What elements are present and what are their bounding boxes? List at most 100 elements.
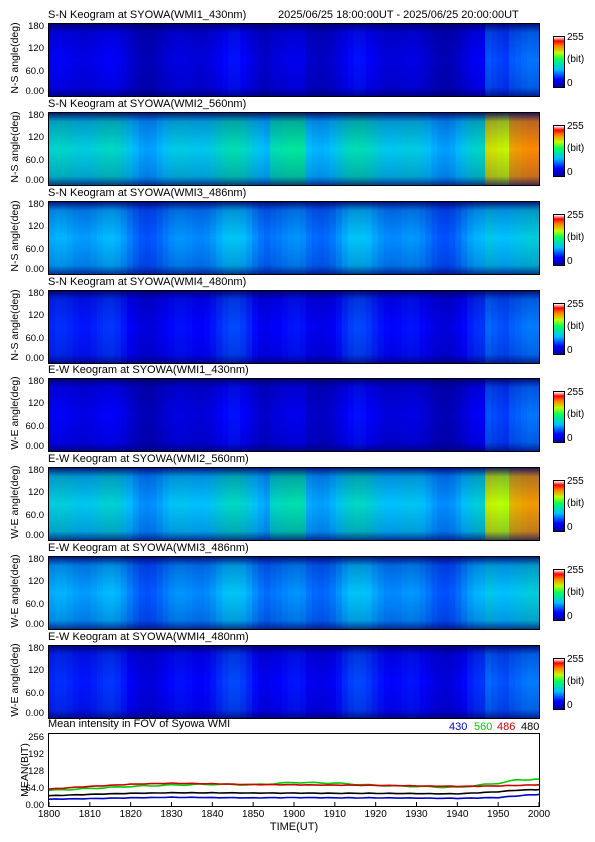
mean-xtick: 1840 — [201, 809, 224, 820]
keogram-ytick: 0.00 — [25, 708, 45, 719]
mean-xtick: 1800 — [37, 809, 61, 820]
keogram-image — [48, 378, 540, 452]
keogram-ytick: 0.00 — [25, 175, 45, 186]
keogram-ytick: 60.0 — [25, 333, 45, 344]
legend-entry: 560 — [474, 721, 493, 733]
mean-ytick: 0.00 — [25, 800, 45, 811]
colorbar — [553, 214, 565, 266]
plot-frame — [48, 733, 540, 807]
colorbar-min-label: 0 — [567, 522, 573, 533]
colorbar-max-label: 255 — [567, 654, 584, 665]
colorbar-unit-label: (bit) — [567, 498, 585, 509]
colorbar-min-label: 0 — [567, 700, 573, 711]
colorbar-unit-label: (bit) — [567, 587, 585, 598]
series-line-560 — [48, 778, 540, 792]
colorbar-unit-label: (bit) — [567, 321, 585, 332]
colorbar-unit-label: (bit) — [567, 232, 585, 243]
keogram-image — [48, 112, 540, 186]
legend-entry: 486 — [497, 721, 516, 733]
colorbar-min-label: 0 — [567, 167, 573, 178]
keogram-title: E-W Keogram at SYOWA(WMI3_486nm) — [48, 542, 249, 554]
mean-chart-title: Mean intensity in FOV of Syowa WMI — [48, 718, 231, 730]
keogram-title: E-W Keogram at SYOWA(WMI1_430nm) — [48, 364, 249, 376]
colorbar — [553, 125, 565, 177]
mean-xtick: 1910 — [323, 809, 346, 820]
keogram-ytick: 180 — [28, 643, 44, 654]
legend-entry: 430 — [449, 721, 468, 733]
keogram-ytick: 180 — [28, 376, 44, 387]
keogram-ytick: 180 — [28, 199, 44, 210]
colorbar-max-label: 255 — [567, 387, 584, 398]
mean-xtick: 1930 — [405, 809, 428, 820]
keogram-ytick: 180 — [28, 110, 44, 121]
keogram-ytick: 180 — [28, 465, 44, 476]
keogram-ytick: 120 — [28, 221, 44, 232]
keogram-title: S-N Keogram at SYOWA(WMI3_486nm) — [48, 187, 247, 199]
keogram-ytick: 60.0 — [25, 155, 45, 166]
keogram-ytick: 180 — [28, 554, 44, 565]
keogram-ytick: 60.0 — [25, 599, 45, 610]
keogram-ytick: 0.00 — [25, 264, 45, 275]
mean-ytick: 256 — [28, 732, 44, 743]
mean-xtick: 1830 — [160, 809, 183, 820]
keogram-image — [48, 645, 540, 719]
keogram-ytick: 120 — [28, 132, 44, 143]
keogram-ytick: 180 — [28, 288, 44, 299]
colorbar-unit-label: (bit) — [567, 676, 585, 687]
mean-ytick: 128 — [28, 766, 44, 777]
mean-xtick: 1820 — [119, 809, 142, 820]
colorbar-unit-label: (bit) — [567, 143, 585, 154]
keogram-ytick: 0.00 — [25, 441, 45, 452]
colorbar-unit-label: (bit) — [567, 409, 585, 420]
keogram-ytick: 120 — [28, 665, 44, 676]
keogram-ytick: 120 — [28, 576, 44, 587]
mean-xtick: 1920 — [364, 809, 387, 820]
mean-xtick: 1810 — [78, 809, 101, 820]
keogram-image — [48, 556, 540, 630]
mean-xtick: 1850 — [242, 809, 265, 820]
keogram-title: S-N Keogram at SYOWA(WMI1_430nm) — [48, 9, 247, 21]
keogram-ytick: 0.00 — [25, 619, 45, 630]
colorbar — [553, 480, 565, 532]
keogram-image — [48, 201, 540, 275]
colorbar-min-label: 0 — [567, 256, 573, 267]
mean-ytick: 64.0 — [25, 783, 45, 794]
mean-xtick: 1940 — [446, 809, 469, 820]
colorbar — [553, 36, 565, 88]
keogram-image — [48, 290, 540, 364]
mean-chart-xlabel: TIME(UT) — [269, 821, 319, 833]
keogram-ytick: 0.00 — [25, 86, 45, 97]
keogram-ytick: 60.0 — [25, 688, 45, 699]
colorbar-max-label: 255 — [567, 210, 584, 221]
colorbar-max-label: 255 — [567, 32, 584, 43]
keogram-ytick: 180 — [28, 21, 44, 32]
colorbar — [553, 391, 565, 443]
colorbar-max-label: 255 — [567, 565, 584, 576]
keogram-image — [48, 467, 540, 541]
keogram-ytick: 0.00 — [25, 530, 45, 541]
colorbar-max-label: 255 — [567, 476, 584, 487]
keogram-ytick: 60.0 — [25, 421, 45, 432]
mean-intensity-chart — [48, 733, 540, 807]
mean-ytick: 192 — [28, 749, 44, 760]
keogram-ytick: 60.0 — [25, 244, 45, 255]
colorbar-unit-label: (bit) — [567, 54, 585, 65]
colorbar-min-label: 0 — [567, 611, 573, 622]
keogram-ytick: 120 — [28, 487, 44, 498]
colorbar-min-label: 0 — [567, 433, 573, 444]
series-line-430 — [48, 793, 540, 801]
colorbar-min-label: 0 — [567, 345, 573, 356]
keogram-title: E-W Keogram at SYOWA(WMI4_480nm) — [48, 631, 249, 643]
colorbar-min-label: 0 — [567, 78, 573, 89]
date-range: 2025/06/25 18:00:00UT - 2025/06/25 20:00… — [278, 9, 519, 21]
keogram-title: S-N Keogram at SYOWA(WMI4_480nm) — [48, 276, 247, 288]
keogram-ytick: 120 — [28, 43, 44, 54]
keogram-ytick: 60.0 — [25, 66, 45, 77]
keogram-ytick: 120 — [28, 310, 44, 321]
keogram-ytick: 120 — [28, 398, 44, 409]
colorbar-max-label: 255 — [567, 121, 584, 132]
keogram-ytick: 0.00 — [25, 353, 45, 364]
keogram-title: E-W Keogram at SYOWA(WMI2_560nm) — [48, 453, 249, 465]
mean-xtick: 2000 — [527, 809, 551, 820]
colorbar — [553, 569, 565, 621]
